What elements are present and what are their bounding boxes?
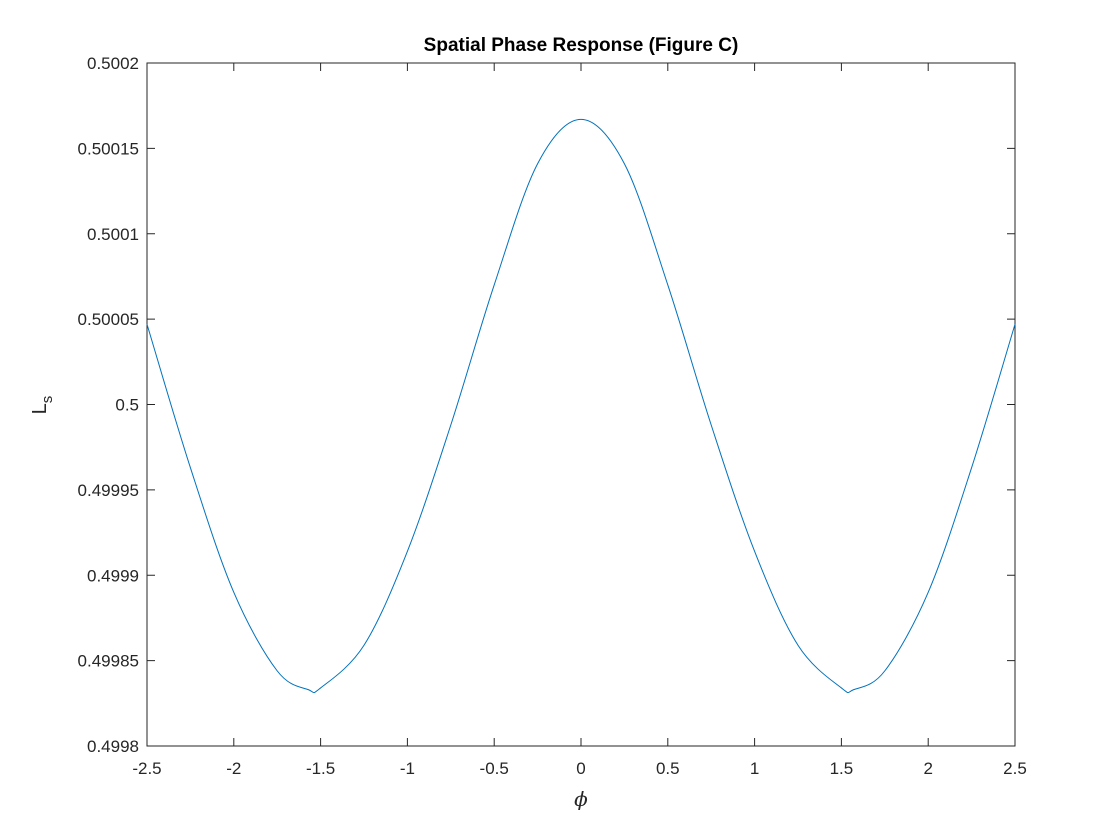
y-tick-label: 0.49995 [78, 481, 139, 500]
x-tick-labels: -2.5 -2 -1.5 -1 -0.5 0 0.5 1 1.5 2 2.5 [132, 759, 1026, 778]
y-tick-labels: 0.4998 0.49985 0.4999 0.49995 0.5 0.50005 0.50… [78, 54, 139, 756]
x-tick-label: -0.5 [480, 759, 509, 778]
series-line [146, 118, 1016, 694]
x-axis-label: ϕ [574, 787, 588, 811]
y-tick-label: 0.49985 [78, 652, 139, 671]
y-tick-label: 0.50015 [78, 139, 139, 158]
plot-area [146, 62, 1016, 747]
x-tick-label: -1.5 [306, 759, 335, 778]
y-tick-label: 0.5 [115, 396, 139, 415]
x-tick-label: -2 [226, 759, 241, 778]
tick-marks [146, 62, 1016, 747]
y-tick-label: 0.4999 [87, 566, 139, 585]
y-tick-label: 0.4998 [87, 737, 139, 756]
chart-title: Spatial Phase Response (Figure C) [423, 35, 739, 56]
y-tick-label: 0.5001 [87, 225, 139, 244]
x-tick-label: 0.5 [656, 759, 680, 778]
y-axis-label-main: L [29, 403, 51, 414]
x-tick-label: 1 [750, 759, 759, 778]
x-tick-label: -2.5 [132, 759, 161, 778]
x-tick-label: 0 [576, 759, 585, 778]
x-tick-label: 1.5 [830, 759, 854, 778]
y-axis-label-subscript: s [39, 396, 56, 404]
x-tick-label: 2.5 [1003, 759, 1027, 778]
x-tick-label: -1 [400, 759, 415, 778]
y-tick-label: 0.50005 [78, 310, 139, 329]
y-tick-label: 0.5002 [87, 54, 139, 73]
y-axis-label: Ls [29, 396, 56, 415]
series-lines [146, 118, 1016, 694]
x-tick-label: 2 [923, 759, 932, 778]
